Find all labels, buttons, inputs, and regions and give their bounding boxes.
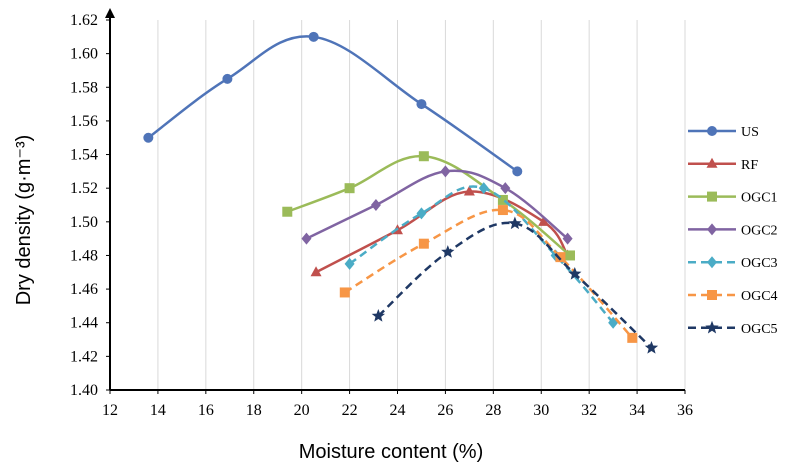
series-ogc2: [301, 165, 573, 245]
x-tick-label: 16: [198, 402, 214, 419]
data-point: [418, 238, 429, 249]
data-point: [416, 99, 427, 110]
legend-swatch-marker: [706, 157, 718, 168]
y-tick-label: 1.48: [70, 247, 98, 264]
legend-label: OGC2: [741, 223, 778, 238]
legend-label: OGC4: [741, 289, 778, 304]
data-point: [339, 287, 350, 298]
series-ogc1: [282, 151, 575, 261]
data-point: [344, 257, 355, 270]
x-tick-label: 20: [294, 402, 310, 419]
data-point: [568, 266, 582, 280]
data-point: [301, 232, 312, 245]
data-point: [565, 250, 575, 261]
x-tick-label: 28: [485, 402, 501, 419]
legend-item-ogc2: OGC2: [688, 223, 778, 238]
data-point: [282, 206, 293, 217]
y-tick-label: 1.54: [70, 147, 98, 164]
legend-item-ogc1: OGC1: [688, 191, 778, 206]
data-point: [463, 185, 475, 196]
data-point: [416, 207, 427, 220]
data-point: [555, 252, 566, 263]
data-point: [370, 199, 381, 211]
data-point: [440, 165, 451, 178]
x-axis-title: Moisture content (%): [299, 441, 484, 463]
data-point: [371, 309, 385, 322]
data-point: [512, 166, 523, 177]
legend-item-ogc3: OGC3: [688, 256, 778, 271]
data-point: [497, 194, 508, 205]
series-us: [143, 31, 523, 177]
data-point: [308, 31, 319, 42]
x-tick-label: 36: [677, 402, 693, 419]
x-tick-label: 26: [437, 402, 453, 419]
legend: US RF OGC1 OGC2 OGC3 OGC4 OGC5: [688, 125, 778, 337]
series-ogc5: [371, 216, 659, 354]
legend-item-rf: RF: [688, 157, 758, 173]
x-tick-label: 12: [102, 402, 118, 419]
grid: [157, 20, 686, 390]
x-tick-label: 14: [150, 402, 166, 419]
legend-swatch-marker: [707, 191, 717, 202]
data-point: [497, 205, 508, 216]
legend-item-ogc4: OGC4: [688, 289, 778, 304]
data-point: [644, 340, 659, 354]
y-tick-label: 1.40: [70, 382, 98, 399]
data-point: [500, 182, 511, 195]
series-line: [147, 35, 519, 173]
data-point: [441, 245, 455, 258]
legend-label: OGC1: [741, 191, 778, 206]
data-point: [222, 73, 233, 84]
legend-label: OGC3: [741, 256, 778, 271]
legend-item-ogc5: OGC5: [688, 320, 778, 337]
data-point: [310, 266, 322, 277]
data-point: [538, 215, 550, 226]
legend-swatch-marker: [707, 290, 717, 300]
x-tick-label: 34: [629, 402, 645, 419]
y-tick-label: 1.42: [70, 348, 98, 365]
data-point: [478, 182, 489, 195]
legend-swatch-marker: [705, 320, 719, 334]
x-tick-label: 18: [246, 402, 262, 419]
data-point: [418, 151, 429, 162]
y-axis-arrow: [105, 8, 115, 18]
data-point: [344, 183, 355, 194]
data-point: [508, 216, 522, 230]
y-tick-label: 1.52: [70, 180, 98, 197]
y-tick-label: 1.50: [70, 214, 98, 231]
legend-swatch-marker: [707, 126, 717, 136]
legend-swatch-marker: [707, 223, 717, 236]
series-layer: [143, 31, 659, 354]
x-tick-label: 24: [390, 402, 406, 419]
legend-item-us: US: [688, 125, 759, 140]
data-point: [627, 332, 638, 343]
y-axis-title: Dry density (g·m⁻³): [13, 135, 35, 306]
y-tick-label: 1.44: [70, 315, 98, 332]
legend-label: OGC5: [741, 322, 778, 337]
legend-label: RF: [741, 158, 758, 173]
y-tick-label: 1.56: [70, 113, 98, 130]
y-tick-label: 1.60: [70, 46, 98, 63]
y-tick-label: 1.46: [70, 281, 98, 298]
data-point: [143, 132, 154, 143]
axes: 12 14 16 18 20 22 24 26 28 30 32 34 36 1.40 1.42 1.44 1.…: [70, 8, 693, 419]
data-point: [562, 232, 573, 245]
x-tick-label: 30: [533, 402, 549, 419]
y-tick-label: 1.58: [70, 79, 98, 96]
legend-label: US: [741, 125, 759, 140]
series-ogc4: [339, 205, 638, 343]
x-tick-label: 32: [581, 402, 597, 419]
legend-swatch-marker: [707, 256, 717, 269]
y-tick-label: 1.62: [70, 12, 98, 29]
x-tick-label: 22: [342, 402, 358, 419]
series-ogc3: [344, 182, 619, 329]
